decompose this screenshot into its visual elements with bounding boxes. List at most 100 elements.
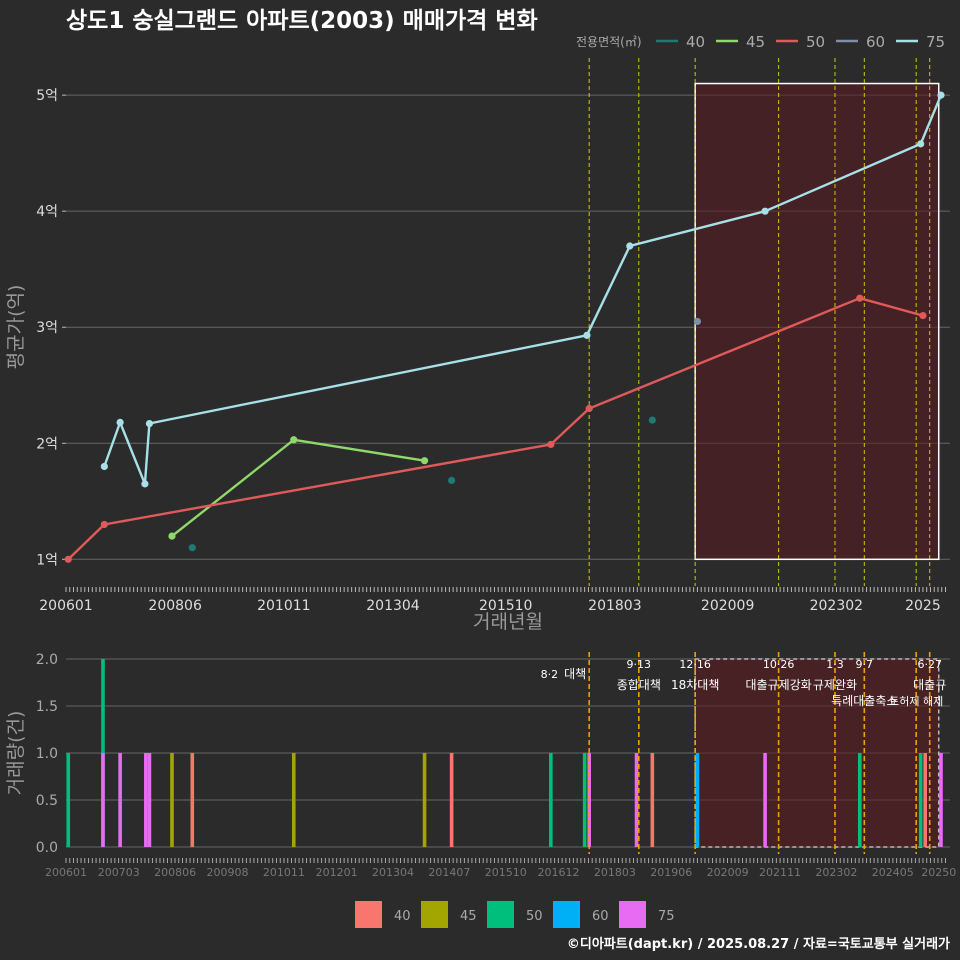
annotation-date: 9·7 bbox=[856, 658, 874, 671]
volume-bar-40 bbox=[650, 753, 655, 847]
legend-title: 전용면적(㎡) bbox=[576, 35, 642, 49]
data-point-40 bbox=[188, 544, 196, 552]
annotation-date: 6·27 bbox=[917, 658, 942, 671]
x-tick-label: 200908 bbox=[206, 866, 248, 879]
volume-bar-75 bbox=[147, 753, 152, 847]
legend-swatch-45 bbox=[421, 901, 448, 928]
data-point-50 bbox=[100, 520, 108, 529]
x-tick-label: 200806 bbox=[154, 866, 196, 879]
highlight-region bbox=[694, 82, 940, 561]
legend-label: 50 bbox=[526, 909, 543, 924]
bottom-y-axis-label: 거래량(건) bbox=[5, 711, 27, 796]
legend-swatch-40 bbox=[355, 901, 382, 928]
legend-label: 40 bbox=[686, 33, 705, 51]
annotation-text: 특례대출축소 bbox=[831, 694, 897, 708]
data-point-45 bbox=[168, 532, 176, 540]
y-tick-label: 1.5 bbox=[36, 699, 58, 715]
volume-bar-75 bbox=[763, 753, 767, 847]
annotation-text: 대출규제강화 bbox=[745, 678, 811, 692]
highlight-region bbox=[694, 658, 940, 848]
volume-bar-75 bbox=[634, 753, 639, 847]
legend-label: 40 bbox=[394, 909, 411, 924]
annotation-text: 종합대책 bbox=[617, 677, 661, 692]
x-tick-label: 200806 bbox=[148, 598, 202, 614]
x-tick-label: 201407 bbox=[428, 866, 470, 879]
x-tick-label: 201011 bbox=[257, 598, 310, 614]
volume-bar-75 bbox=[118, 753, 122, 847]
x-tick-label: 201906 bbox=[650, 866, 692, 879]
legend-swatch-50 bbox=[487, 901, 514, 928]
volume-bar-50 bbox=[549, 753, 553, 847]
x-tick-label: 202302 bbox=[810, 598, 863, 614]
x-tick-label: 2025 bbox=[905, 598, 941, 614]
data-point-50 bbox=[585, 404, 593, 413]
y-tick-label: 1억 bbox=[36, 552, 58, 568]
annotation-date: 12·16 bbox=[679, 658, 711, 671]
top-x-axis-label: 거래년월 bbox=[473, 611, 543, 633]
legend-swatch-75 bbox=[619, 901, 646, 928]
y-tick-label: 2억 bbox=[36, 436, 58, 452]
legend-label: 60 bbox=[592, 909, 609, 924]
x-tick-label: 202009 bbox=[701, 598, 754, 614]
x-tick-label: 200703 bbox=[98, 866, 140, 879]
data-point-75 bbox=[583, 331, 591, 339]
y-tick-label: 4억 bbox=[36, 204, 58, 220]
y-tick-label: 2.0 bbox=[36, 652, 58, 668]
x-tick-label: 202009 bbox=[707, 866, 749, 879]
volume-bar-50 bbox=[66, 753, 71, 847]
data-point-45 bbox=[290, 436, 298, 444]
x-tick-label: 202302 bbox=[815, 866, 857, 879]
annotation-text: 18차대책 bbox=[671, 677, 719, 692]
volume-bar-40 bbox=[923, 753, 927, 847]
data-point-50 bbox=[856, 294, 864, 302]
annotation-text: 토허제 해제 bbox=[889, 694, 943, 708]
x-tick-label: 200601 bbox=[45, 866, 87, 879]
volume-bar-40 bbox=[449, 753, 454, 847]
data-point-40 bbox=[448, 476, 456, 484]
data-point-50 bbox=[64, 555, 72, 563]
annotation-date: 9·13 bbox=[627, 658, 652, 671]
top-legend: 40 45 50 60 75 bbox=[656, 33, 945, 51]
data-point-75 bbox=[100, 462, 108, 471]
x-tick-label: 201304 bbox=[366, 598, 420, 614]
x-tick-label: 201510 bbox=[485, 866, 527, 879]
price-panel: 1억 2억 3억 4억 5억 200601 200806 201011 201304 201510… bbox=[36, 58, 950, 614]
volume-bar-60 bbox=[695, 753, 700, 847]
volume-bar-75 bbox=[144, 753, 148, 847]
footer-credit: ©디아파트(dapt.kr) / 2025.08.27 / 자료=국토교통부 실… bbox=[567, 936, 950, 952]
annotation-date: 10·26 bbox=[763, 658, 795, 671]
y-tick-label: 3억 bbox=[36, 320, 58, 336]
legend-label: 45 bbox=[460, 909, 477, 924]
volume-bar-75 bbox=[939, 753, 943, 847]
data-point-75 bbox=[145, 419, 154, 428]
volume-bar-50 bbox=[918, 753, 923, 847]
x-tick-label: 201510 bbox=[479, 598, 532, 614]
annotation-date: 1·3 bbox=[826, 658, 844, 671]
y-tick-label: 0.5 bbox=[36, 793, 58, 809]
volume-bar-45 bbox=[170, 753, 174, 847]
chart-title: 상도1 숭실그랜드 아파트(2003) 매매가격 변화 bbox=[66, 8, 538, 34]
x-tick-label: 202111 bbox=[759, 866, 801, 879]
data-point-60 bbox=[693, 317, 702, 326]
annotation-text: 대책 bbox=[564, 666, 586, 681]
x-tick-label: 201201 bbox=[316, 866, 358, 879]
legend-label: 45 bbox=[746, 33, 765, 51]
volume-bar-45 bbox=[422, 753, 427, 847]
data-point-75 bbox=[626, 242, 634, 250]
series-line-50 bbox=[67, 297, 924, 561]
data-point-75 bbox=[937, 91, 945, 99]
y-tick-label: 1.0 bbox=[36, 746, 58, 762]
legend-label: 75 bbox=[926, 33, 945, 51]
x-tick-label: 201304 bbox=[372, 866, 414, 879]
data-point-75 bbox=[917, 140, 925, 148]
legend-label: 60 bbox=[866, 33, 885, 51]
x-tick-label: 201803 bbox=[594, 866, 636, 879]
x-tick-label: 201612 bbox=[538, 866, 580, 879]
volume-bar-50 bbox=[582, 753, 587, 847]
data-point-50 bbox=[547, 440, 555, 449]
annotation-date: 8·2 bbox=[541, 668, 559, 681]
data-point-75 bbox=[761, 207, 769, 215]
legend-swatch-60 bbox=[553, 901, 580, 928]
